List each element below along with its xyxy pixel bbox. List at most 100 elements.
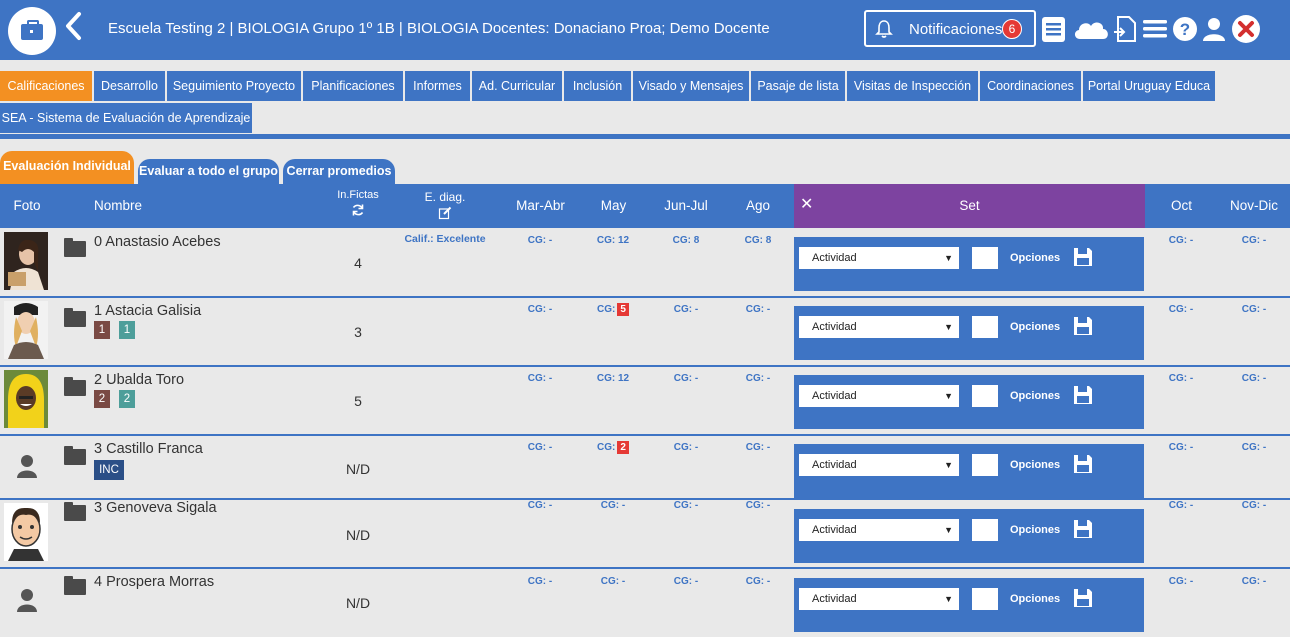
tab-visado-mensajes[interactable]: Visado y Mensajes (633, 71, 749, 101)
fictas-value: 5 (354, 393, 362, 409)
tab-pasaje-lista[interactable]: Pasaje de lista (751, 71, 845, 101)
set-controls: Actividad ▼ Opciones (794, 444, 1144, 498)
subtab-cerrar-promedios[interactable]: Cerrar promedios (283, 159, 395, 184)
grade-oct: CG: - (1168, 442, 1194, 453)
folder-icon[interactable] (64, 238, 86, 257)
student-name[interactable]: 1 Astacia Galisia (94, 303, 202, 319)
grade-input[interactable] (972, 588, 998, 610)
options-link[interactable]: Opciones (1010, 593, 1061, 605)
grade-jun-jul: CG: - (673, 304, 699, 315)
grade-input[interactable] (972, 316, 998, 338)
default-avatar-icon (17, 589, 37, 612)
student-photo (4, 370, 48, 428)
activity-select[interactable]: Actividad ▼ (799, 588, 959, 610)
col-header-foto: Foto (0, 184, 54, 228)
set-controls: Actividad ▼ Opciones (794, 306, 1144, 360)
tag-badge: 1 (119, 321, 135, 339)
grade-input[interactable] (972, 385, 998, 407)
set-close-icon[interactable]: ✕ (800, 196, 814, 213)
main-tabs: Calificaciones Desarrollo Seguimiento Pr… (0, 71, 1290, 134)
tab-seguimiento-proyecto[interactable]: Seguimiento Proyecto (167, 71, 301, 101)
grade-ago: CG: - (745, 373, 771, 384)
grade-mar-abr: CG: - (527, 373, 553, 384)
folder-icon[interactable] (64, 502, 86, 521)
svg-text:?: ? (1180, 20, 1190, 39)
student-name[interactable]: 4 Prospera Morras (94, 574, 215, 590)
student-name[interactable]: 0 Anastasio Acebes (94, 234, 221, 250)
back-arrow-icon[interactable] (64, 11, 82, 47)
student-name[interactable]: 3 Genoveva Sigala (94, 500, 217, 516)
tab-planificaciones[interactable]: Planificaciones (303, 71, 403, 101)
col-header-nombre[interactable]: Nombre (54, 184, 330, 228)
student-name[interactable]: 2 Ubalda Toro (94, 372, 185, 388)
tab-informes[interactable]: Informes (405, 71, 470, 101)
grade-nov-dic: CG: - (1241, 500, 1267, 511)
tab-inclusion[interactable]: Inclusión (564, 71, 631, 101)
tab-ad-curricular[interactable]: Ad. Curricular (472, 71, 562, 101)
tab-portal-uruguay-educa[interactable]: Portal Uruguay Educa (1083, 71, 1215, 101)
save-icon[interactable] (1073, 519, 1093, 539)
tab-desarrollo[interactable]: Desarrollo (94, 71, 165, 101)
tab-sea[interactable]: SEA - Sistema de Evaluación de Aprendiza… (0, 103, 252, 133)
tag-badge: 2 (94, 390, 110, 408)
grade-input[interactable] (972, 519, 998, 541)
save-icon[interactable] (1073, 316, 1093, 336)
save-icon[interactable] (1073, 385, 1093, 405)
activity-select[interactable]: Actividad ▼ (799, 385, 959, 407)
help-icon[interactable]: ? (1171, 14, 1199, 44)
user-profile-icon[interactable] (1200, 14, 1228, 44)
activity-select[interactable]: Actividad ▼ (799, 519, 959, 541)
folder-icon[interactable] (64, 576, 86, 595)
document-list-icon[interactable] (1040, 14, 1068, 44)
subtab-evaluar-grupo[interactable]: Evaluar a todo el grupo (138, 159, 279, 184)
activity-select[interactable]: Actividad ▼ (799, 454, 959, 476)
tab-calificaciones[interactable]: Calificaciones (0, 71, 92, 101)
student-name[interactable]: 3 Castillo Franca (94, 441, 203, 457)
save-icon[interactable] (1073, 588, 1093, 608)
table-row: 3 Genoveva Sigala N/D CG: - CG: - CG: - … (0, 500, 1290, 567)
export-document-icon[interactable] (1112, 14, 1140, 44)
save-icon[interactable] (1073, 247, 1093, 267)
notifications-button[interactable]: Notificaciones 6 (864, 10, 1036, 47)
set-controls: Actividad ▼ Opciones (794, 375, 1144, 429)
options-link[interactable]: Opciones (1010, 459, 1061, 471)
save-icon[interactable] (1073, 454, 1093, 474)
grade-input[interactable] (972, 247, 998, 269)
cloud-icon[interactable] (1071, 14, 1111, 44)
fictas-value: 3 (354, 324, 362, 340)
grade-ago: CG: - (745, 442, 771, 453)
alert-grade-badge: 5 (617, 303, 629, 316)
grade-may: CG: 12 (596, 235, 630, 246)
set-controls: Actividad ▼ Opciones (794, 509, 1144, 563)
grade-may: CG: 5 (577, 303, 649, 316)
folder-icon[interactable] (64, 446, 86, 465)
top-bar: Escuela Testing 2 | BIOLOGIA Grupo 1º 1B… (0, 0, 1290, 60)
grade-nov-dic: CG: - (1241, 304, 1267, 315)
close-session-icon[interactable] (1231, 14, 1261, 44)
folder-icon[interactable] (64, 308, 86, 327)
grade-ago: CG: - (745, 500, 771, 511)
options-link[interactable]: Opciones (1010, 252, 1061, 264)
activity-select[interactable]: Actividad ▼ (799, 247, 959, 269)
tab-coordinaciones[interactable]: Coordinaciones (980, 71, 1081, 101)
grade-input[interactable] (972, 454, 998, 476)
options-link[interactable]: Opciones (1010, 321, 1061, 333)
col-header-nov-dic: Nov-Dic (1218, 184, 1290, 228)
options-link[interactable]: Opciones (1010, 390, 1061, 402)
tab-visitas-inspeccion[interactable]: Visitas de Inspección (847, 71, 978, 101)
grade-nov-dic: CG: - (1241, 442, 1267, 453)
app-logo[interactable] (8, 7, 56, 55)
subtab-evaluacion-individual[interactable]: Evaluación Individual (0, 151, 134, 184)
folder-icon[interactable] (64, 377, 86, 396)
refresh-icon[interactable] (351, 203, 365, 217)
grade-mar-abr: CG: - (527, 304, 553, 315)
grade-nov-dic: CG: - (1241, 373, 1267, 384)
activity-select[interactable]: Actividad ▼ (799, 316, 959, 338)
grade-may: CG: - (600, 500, 626, 511)
table-row: 3 Castillo Franca INC N/D CG: - CG: 2 CG:… (0, 436, 1290, 498)
grade-jun-jul: CG: 8 (672, 235, 700, 246)
grade-mar-abr: CG: - (527, 500, 553, 511)
options-link[interactable]: Opciones (1010, 524, 1061, 536)
edit-icon[interactable] (438, 206, 452, 220)
menu-icon[interactable] (1141, 14, 1169, 44)
